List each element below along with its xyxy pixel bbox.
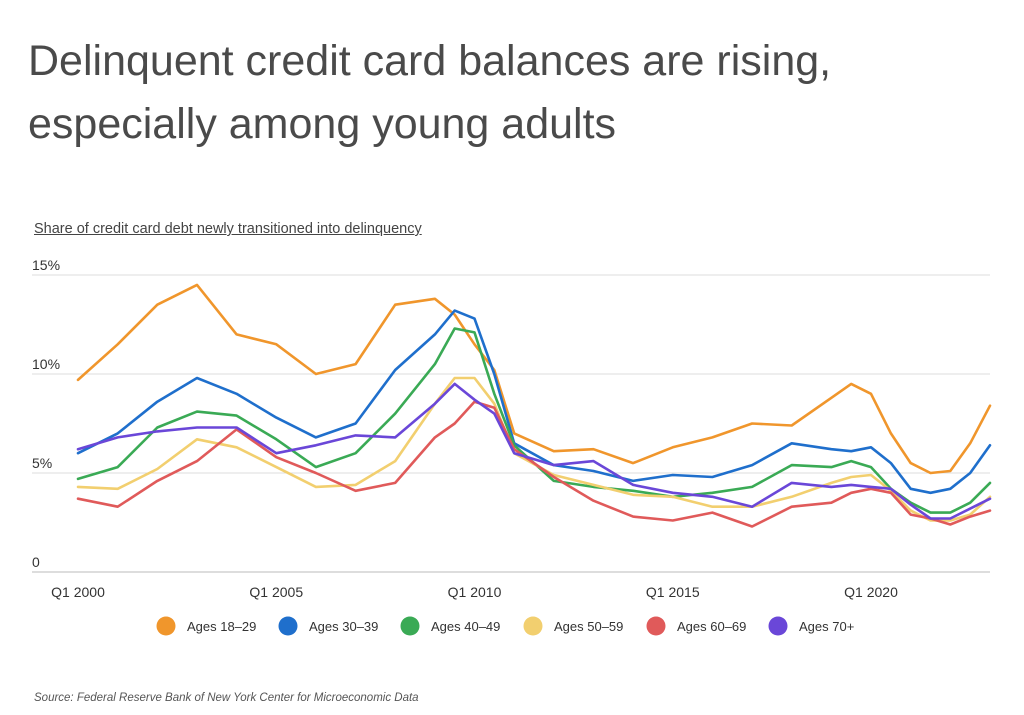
x-tick-label-1: Q1 2005 [249,584,303,600]
legend-item-4[interactable]: Ages 50–59 [523,616,624,636]
source-note: Source: Federal Reserve Bank of New York… [34,692,419,704]
x-tick-label-0: Q1 2000 [51,584,105,600]
chart-subtitle: Share of credit card debt newly transiti… [34,221,422,237]
legend-marker-2 [278,616,298,636]
x-tick-label-2: Q1 2010 [448,584,502,600]
series-line-6 [76,382,992,520]
series-line-2 [76,309,992,495]
legend-label-6: Ages 70+ [799,619,854,634]
legend-marker-4 [523,616,543,636]
legend-item-6[interactable]: Ages 70+ [768,616,855,636]
x-tick-label-3: Q1 2015 [646,584,700,600]
legend-item-3[interactable]: Ages 40–49 [400,616,501,636]
y-tick-label-3: 15% [32,257,60,273]
x-axis-labels: Q1 2000 Q1 2005 Q1 2010 Q1 2015 Q1 2020 [51,584,898,600]
chart-gridlines [32,274,990,573]
legend-label-3: Ages 40–49 [431,619,500,634]
y-tick-label-2: 10% [32,356,60,372]
legend-marker-3 [400,616,420,636]
legend-marker-5 [646,616,666,636]
legend-label-1: Ages 18–29 [187,619,256,634]
legend-marker-1 [156,616,176,636]
legend-label-5: Ages 60–69 [677,619,746,634]
series-line-5 [76,400,992,528]
legend-label-2: Ages 30–39 [309,619,378,634]
x-tick-label-4: Q1 2020 [844,584,898,600]
legend-item-5[interactable]: Ages 60–69 [646,616,747,636]
line-chart: 05%10%15% Q1 2000 Q1 2005 Q1 2010 Q1 2015 Q1… [32,257,992,636]
legend-item-1[interactable]: Ages 18–29 [156,616,257,636]
chart-series [76,283,992,528]
legend-label-4: Ages 50–59 [554,619,623,634]
chart-legend: Ages 18–29 Ages 30–39 Ages 40–49 Ages 50–59… [156,616,855,636]
legend-item-2[interactable]: Ages 30–39 [278,616,379,636]
series-line-1 [76,283,992,475]
page-title: Delinquent credit card balances are risi… [28,37,832,148]
y-tick-label-0: 0 [32,554,40,570]
legend-marker-6 [768,616,788,636]
y-axis-labels: 0 5% 10% 15% [32,257,60,570]
y-tick-label-1: 5% [32,455,52,471]
series-line-4 [76,376,992,522]
